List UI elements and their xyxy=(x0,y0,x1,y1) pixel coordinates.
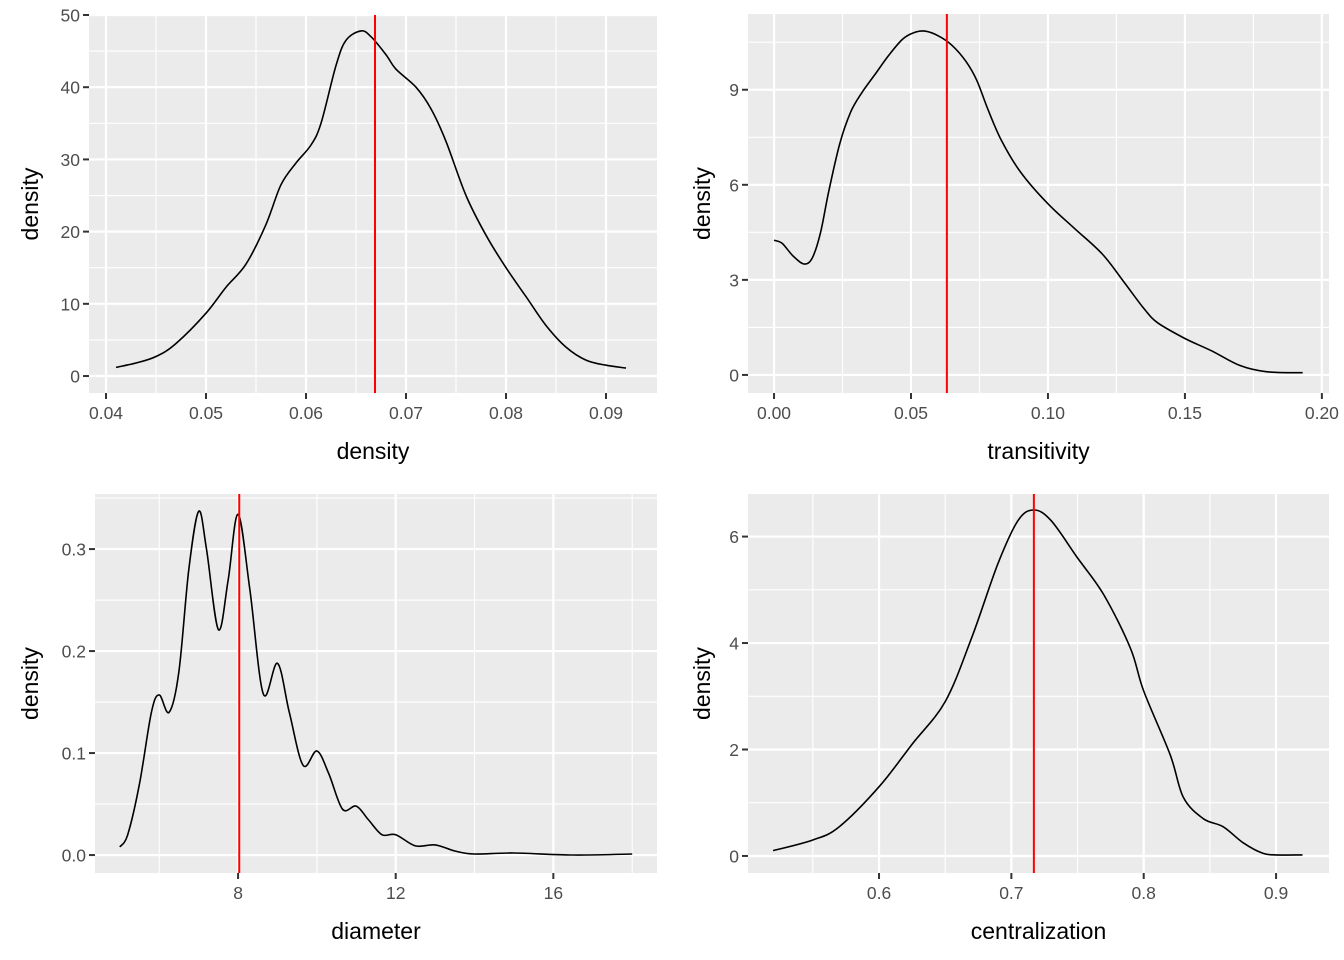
y-tick-label: 0 xyxy=(729,365,739,385)
panel-centralization: 0.6 0.7 0.8 0.9 0 2 4 6 centralization density xyxy=(689,494,1329,944)
panel-background xyxy=(748,14,1329,393)
x-tick-label: 0.20 xyxy=(1305,403,1339,423)
density-curve xyxy=(773,30,1303,374)
x-tick-label: 0.00 xyxy=(757,403,791,423)
x-axis-title: transitivity xyxy=(987,438,1090,464)
x-tick-label: 0.6 xyxy=(867,883,891,903)
y-axis-title: density xyxy=(17,167,43,240)
x-tick-label: 8 xyxy=(233,883,243,903)
y-tick-label: 4 xyxy=(729,634,739,654)
x-tick-label: 0.08 xyxy=(489,403,523,423)
y-tick-label: 6 xyxy=(729,527,739,547)
panel-background xyxy=(89,15,657,393)
x-tick-label: 0.06 xyxy=(289,403,323,423)
panel-background xyxy=(748,494,1329,873)
y-tick-label: 0.2 xyxy=(62,642,86,662)
x-tick-label: 0.8 xyxy=(1132,883,1156,903)
density-curve xyxy=(772,509,1303,856)
y-tick-label: 3 xyxy=(729,270,739,290)
y-tick-label: 30 xyxy=(61,150,81,170)
x-tick-label: 0.9 xyxy=(1264,883,1288,903)
y-tick-label: 40 xyxy=(61,78,81,98)
y-tick-label: 20 xyxy=(61,222,81,242)
x-tick-label: 0.05 xyxy=(894,403,928,423)
density-curve xyxy=(119,510,633,856)
panel-density: 0.04 0.05 0.06 0.07 0.08 0.09 0 10 20 30 40 50 densi… xyxy=(17,6,657,464)
y-axis-title: density xyxy=(17,647,43,720)
y-tick-label: 2 xyxy=(729,740,739,760)
y-tick-label: 6 xyxy=(729,175,739,195)
x-tick-label: 0.07 xyxy=(389,403,423,423)
y-tick-label: 50 xyxy=(61,6,81,26)
x-tick-label: 0.15 xyxy=(1168,403,1202,423)
x-tick-label: 0.10 xyxy=(1031,403,1065,423)
x-tick-label: 12 xyxy=(386,883,405,903)
y-tick-label: 10 xyxy=(61,294,81,314)
x-axis-title: diameter xyxy=(331,918,421,944)
panel-diameter: 8 12 16 0.0 0.1 0.2 0.3 diameter density xyxy=(17,494,657,944)
panel-background xyxy=(95,494,657,873)
x-tick-label: 0.7 xyxy=(999,883,1023,903)
y-axis-title: density xyxy=(689,167,715,240)
x-axis-title: density xyxy=(337,438,410,464)
x-tick-label: 0.09 xyxy=(589,403,623,423)
x-tick-label: 0.05 xyxy=(189,403,223,423)
x-tick-label: 16 xyxy=(544,883,563,903)
y-tick-label: 0 xyxy=(729,846,739,866)
x-tick-label: 0.04 xyxy=(89,403,123,423)
y-tick-label: 9 xyxy=(729,80,739,100)
y-tick-label: 0.0 xyxy=(62,846,87,866)
density-curve xyxy=(115,30,627,369)
y-tick-label: 0.1 xyxy=(62,744,86,764)
x-axis-title: centralization xyxy=(971,918,1107,944)
panel-transitivity: 0.00 0.05 0.10 0.15 0.20 0 3 6 9 transitivity dens… xyxy=(689,14,1339,464)
y-tick-label: 0 xyxy=(70,367,80,387)
y-tick-label: 0.3 xyxy=(62,540,86,560)
y-axis-title: density xyxy=(689,647,715,720)
